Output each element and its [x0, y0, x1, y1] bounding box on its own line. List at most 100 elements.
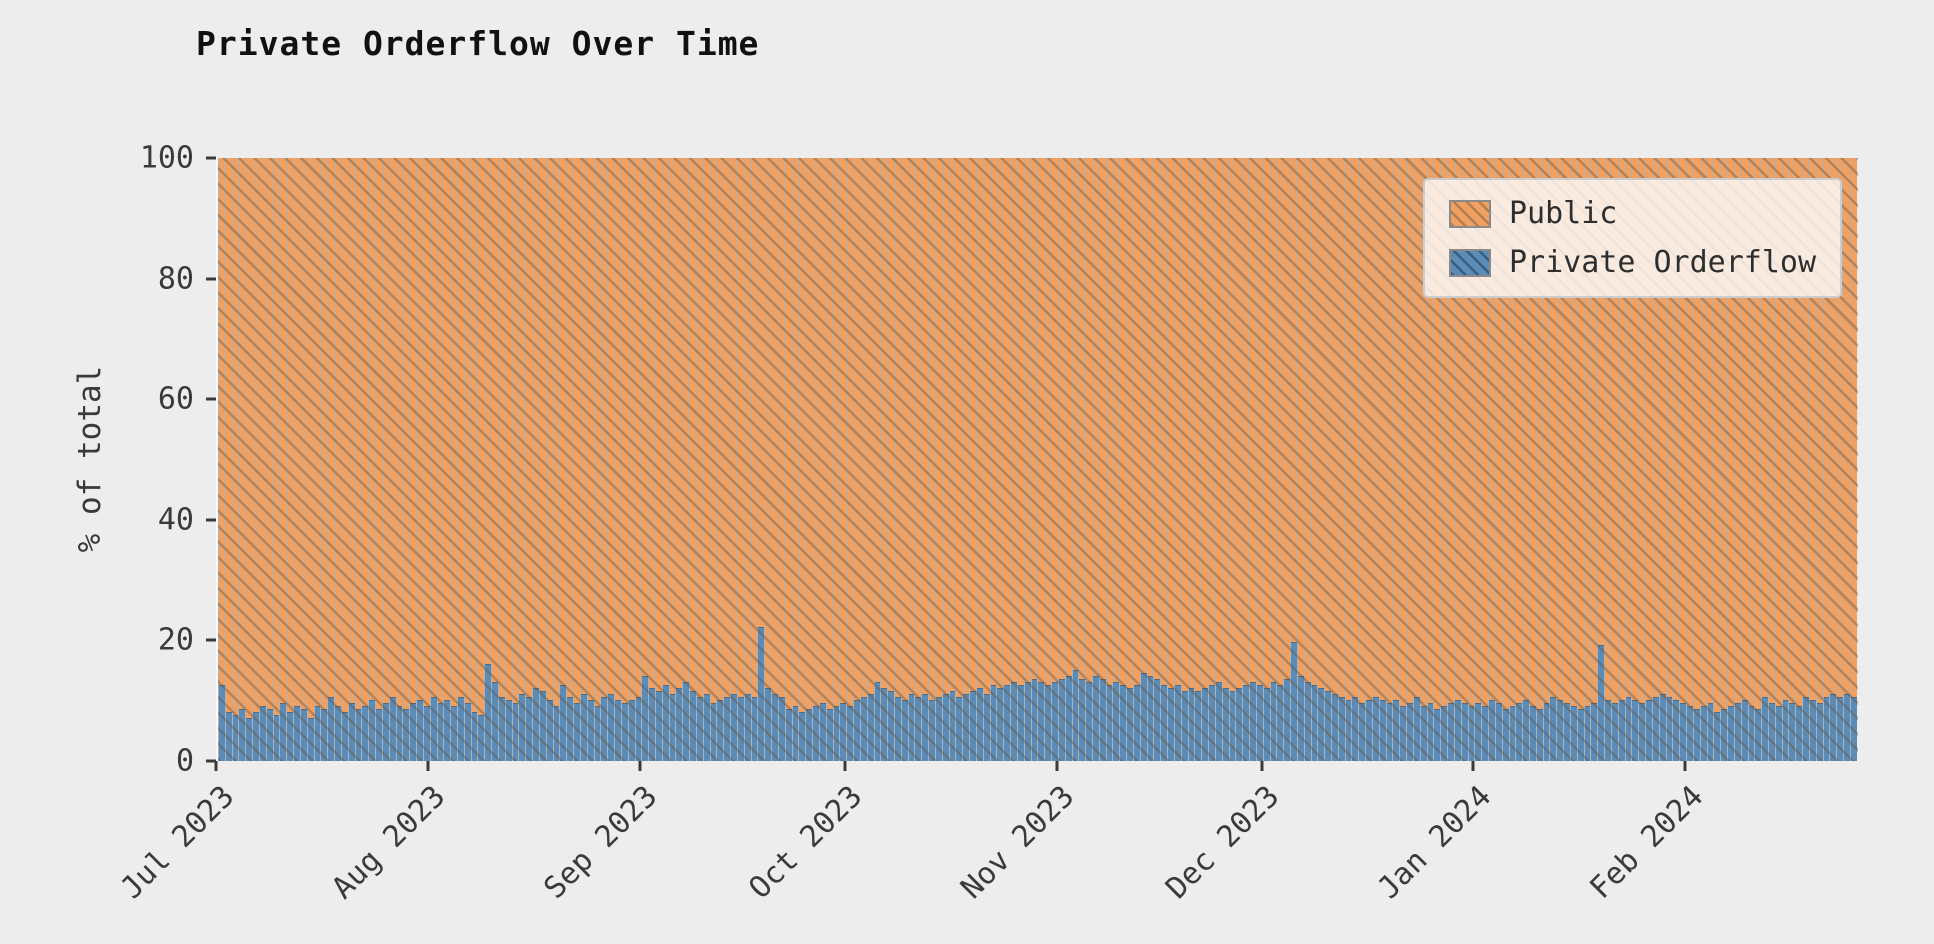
bar-segment-private: [1236, 687, 1243, 761]
bar: [607, 158, 615, 761]
bar-segment-public: [983, 158, 990, 694]
bar-segment-public: [321, 158, 328, 709]
bar: [1440, 158, 1448, 761]
bar: [600, 158, 608, 761]
legend: Public Private Orderflow: [1422, 178, 1842, 298]
bar-segment-public: [533, 158, 539, 688]
y-tick-label: 40: [157, 502, 194, 538]
bar: [839, 158, 847, 761]
bar-segment-public: [765, 158, 772, 688]
bar: [1617, 158, 1625, 761]
bar: [771, 158, 778, 761]
bar-segment-public: [717, 158, 724, 700]
bar-segment-private: [1004, 684, 1011, 761]
bar-segment-public: [1441, 158, 1448, 706]
bar: [1064, 158, 1072, 761]
bar: [1344, 158, 1352, 761]
bar: [1310, 158, 1318, 761]
bar: [764, 158, 772, 761]
bar: [1686, 158, 1693, 761]
bar: [1167, 158, 1174, 761]
bar: [798, 158, 806, 761]
bar-segment-private: [826, 708, 833, 761]
bar: [566, 158, 574, 761]
bar-segment-private: [1768, 702, 1775, 761]
bar-segment-private: [1202, 687, 1209, 761]
bar-segment-private: [1591, 702, 1598, 761]
bar: [1610, 158, 1618, 761]
bar-segment-public: [594, 158, 601, 706]
bar-segment-public: [512, 158, 519, 703]
bar-segment-public: [1120, 158, 1127, 685]
bar-segment-private: [1495, 702, 1502, 761]
bar-segment-public: [1605, 158, 1611, 700]
bar-segment-private: [348, 702, 355, 761]
bar: [1651, 158, 1659, 761]
bar-segment-private: [1243, 684, 1250, 761]
bar: [1057, 158, 1065, 761]
bar-segment-public: [580, 158, 587, 694]
bar-segment-public: [1297, 158, 1304, 676]
bar-segment-private: [935, 696, 942, 761]
bar-segment-private: [1646, 699, 1652, 761]
bar-segment-private: [731, 693, 737, 761]
bar-segment-private: [417, 699, 423, 761]
bar: [1569, 158, 1577, 761]
bar: [320, 158, 328, 761]
bar-segment-private: [335, 705, 341, 761]
bar-segment-public: [1263, 158, 1270, 688]
bar-segment-public: [840, 158, 847, 703]
bar: [1330, 158, 1338, 761]
bar-segment-public: [1482, 158, 1489, 706]
bar-segment-private: [656, 690, 662, 761]
bar: [1406, 158, 1413, 761]
bar-segment-public: [976, 158, 983, 688]
x-tick-label: Dec 2023: [1159, 779, 1287, 906]
bar-segment-private: [1407, 702, 1413, 761]
bar-segment-private: [737, 696, 744, 761]
bar-segment-private: [287, 711, 294, 761]
bar-segment-public: [1291, 158, 1297, 643]
bar-segment-private: [1250, 681, 1256, 761]
bar: [969, 158, 976, 761]
bar-segment-private: [1325, 690, 1331, 761]
bar: [1317, 158, 1325, 761]
bar: [450, 158, 457, 761]
y-tick-label: 100: [139, 140, 194, 176]
bar-segment-public: [1673, 158, 1680, 700]
bar: [730, 158, 737, 761]
bar-segment-private: [526, 696, 533, 761]
bar-segment-public: [1229, 158, 1236, 691]
bar: [709, 158, 717, 761]
bar-segment-private: [451, 705, 457, 761]
bar-segment-public: [1250, 158, 1256, 682]
bar-segment-private: [457, 696, 464, 761]
bar-segment-private: [1099, 678, 1106, 761]
bar-segment-public: [1113, 158, 1120, 682]
bar-segment-private: [1284, 678, 1291, 761]
bar-segment-public: [1045, 158, 1052, 685]
bar-segment-public: [232, 158, 239, 715]
bar: [279, 158, 287, 761]
bar-segment-private: [1427, 702, 1434, 761]
bar: [1767, 158, 1775, 761]
bar: [1378, 158, 1386, 761]
bar-segment-private: [533, 687, 539, 761]
bar-segment-public: [1728, 158, 1734, 706]
bar-segment-public: [826, 158, 833, 709]
bar: [1563, 158, 1570, 761]
bar: [750, 158, 758, 761]
bar-segment-private: [1564, 702, 1570, 761]
bar: [1754, 158, 1762, 761]
bar-segment-public: [1454, 158, 1461, 700]
bar-segment-public: [615, 158, 621, 700]
bar-segment-private: [1181, 690, 1188, 761]
bar-segment-private: [1837, 696, 1844, 761]
bar: [334, 158, 341, 761]
bar-segment-public: [1557, 158, 1564, 700]
bar-segment-private: [1229, 690, 1236, 761]
y-tick-mark: [206, 759, 216, 763]
bar: [1713, 158, 1721, 761]
bar-segment-public: [1058, 158, 1065, 679]
